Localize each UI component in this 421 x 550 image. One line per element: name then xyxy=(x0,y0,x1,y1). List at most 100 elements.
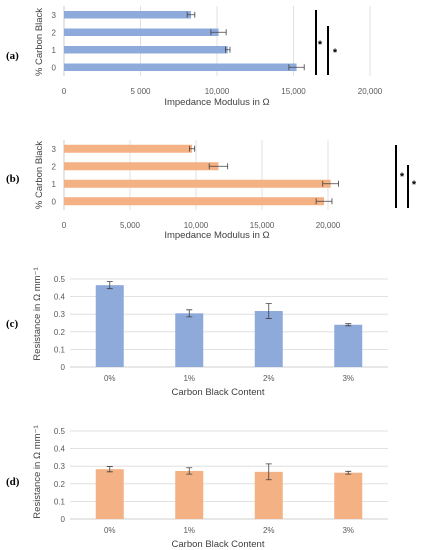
error-bar-b-0 xyxy=(315,198,333,205)
panel-label-d: (d) xyxy=(6,476,20,488)
x-tick-a-2: 10,000 xyxy=(205,87,230,96)
y-tick-b-0: 0 xyxy=(52,197,57,206)
panel-a: (a) % Carbon Black Impedance Modulus in … xyxy=(6,6,383,108)
y-tick-b-3: 3 xyxy=(52,145,57,154)
y-tick-a-3: 3 xyxy=(52,11,57,20)
y-ticks-b: 0 1 2 3 xyxy=(52,145,57,207)
x-tick-a-1: 5 000 xyxy=(130,87,151,96)
bars-b xyxy=(64,144,339,206)
error-bar-b-1 xyxy=(322,180,339,187)
x-tick-b-1: 5,000 xyxy=(120,221,141,230)
error-bar-a-1 xyxy=(225,46,231,53)
bar-b-2 xyxy=(64,162,219,171)
bar-b-3 xyxy=(64,144,193,153)
x-tick-c-0: 0% xyxy=(104,374,116,383)
bar-a-1 xyxy=(64,46,228,54)
x-axis-title-a: Impedance Modulus in Ω xyxy=(164,97,269,108)
bars-c xyxy=(95,281,363,367)
error-bar-c-1 xyxy=(186,309,193,318)
x-tick-b-3: 15,000 xyxy=(250,221,275,230)
error-bar-b-3 xyxy=(189,145,196,152)
x-tick-b-2: 10,000 xyxy=(184,221,209,230)
x-tick-c-1: 1% xyxy=(183,374,195,383)
error-bar-a-3 xyxy=(186,11,196,18)
panel-c: (c) Resistance in Ω mm⁻¹ Carbon Black Co… xyxy=(6,267,388,398)
x-ticks-c: 0% 1% 2% 3% xyxy=(104,374,354,383)
x-tick-a-3: 15,000 xyxy=(281,87,306,96)
panel-label-b: (b) xyxy=(6,173,20,185)
y-tick-d-1: 0.1 xyxy=(54,497,66,506)
significance-star-b-2: * xyxy=(412,179,417,191)
y-tick-c-1: 0.1 xyxy=(54,345,66,354)
panel-label-a: (a) xyxy=(6,50,19,62)
y-axis-title-b: % Carbon Black xyxy=(34,141,45,209)
bar-d-0 xyxy=(95,469,124,519)
y-tick-d-3: 0.3 xyxy=(54,462,66,471)
panel-label-c: (c) xyxy=(6,318,19,330)
y-tick-c-0: 0 xyxy=(61,363,66,372)
bar-c-0 xyxy=(95,285,124,367)
x-tick-d-0: 0% xyxy=(104,526,116,535)
x-tick-c-2: 2% xyxy=(263,374,275,383)
y-tick-b-2: 2 xyxy=(52,162,57,171)
x-tick-b-0: 0 xyxy=(62,221,67,230)
bar-a-0 xyxy=(64,63,297,71)
y-tick-c-4: 0.4 xyxy=(54,293,66,302)
y-tick-a-2: 2 xyxy=(52,28,57,37)
x-axis-title-c: Carbon Black Content xyxy=(172,387,265,398)
bars-d xyxy=(95,463,363,519)
y-ticks-c: 0 0.1 0.2 0.3 0.4 0.5 xyxy=(54,275,66,372)
x-tick-d-3: 3% xyxy=(342,526,354,535)
significance-star-a-1: * xyxy=(318,39,323,51)
y-tick-d-2: 0.2 xyxy=(54,480,66,489)
y-tick-d-5: 0.5 xyxy=(54,427,66,436)
error-bar-c-2 xyxy=(265,303,272,319)
panel-b: (b) % Carbon Black Impedance Modulus in … xyxy=(6,140,417,241)
y-tick-c-3: 0.3 xyxy=(54,310,66,319)
significance-star-b-1: * xyxy=(400,171,405,183)
bar-b-1 xyxy=(64,179,331,188)
x-axis-title-b: Impedance Modulus in Ω xyxy=(164,230,269,241)
bar-c-2 xyxy=(254,311,283,367)
error-bar-d-1 xyxy=(186,467,193,475)
error-bar-d-3 xyxy=(345,470,352,475)
x-tick-a-0: 0 xyxy=(62,87,67,96)
x-tick-c-3: 3% xyxy=(342,374,354,383)
y-tick-a-0: 0 xyxy=(52,63,57,72)
x-axis-title-d: Carbon Black Content xyxy=(172,539,265,550)
x-ticks-a: 0 5 000 10,000 15,000 20,000 xyxy=(62,87,383,96)
bar-d-1 xyxy=(175,470,204,519)
bar-c-1 xyxy=(175,313,204,367)
y-tick-c-5: 0.5 xyxy=(54,275,66,284)
error-bar-c-0 xyxy=(106,281,113,290)
y-axis-title-c: Resistance in Ω mm⁻¹ xyxy=(32,267,43,360)
bar-a-3 xyxy=(64,11,191,19)
bars-a xyxy=(64,11,305,71)
error-bar-b-2 xyxy=(208,163,229,170)
error-bar-c-3 xyxy=(345,323,352,327)
x-tick-d-2: 2% xyxy=(263,526,275,535)
y-tick-c-2: 0.2 xyxy=(54,328,66,337)
x-tick-a-4: 20,000 xyxy=(358,87,383,96)
y-axis-title-d: Resistance in Ω mm⁻¹ xyxy=(32,425,43,518)
y-tick-d-0: 0 xyxy=(61,515,66,524)
y-axis-title-a: % Carbon Black xyxy=(34,8,45,76)
y-ticks-a: 0 1 2 3 xyxy=(52,11,57,73)
x-ticks-b: 0 5,000 10,000 15,000 20,000 xyxy=(62,221,341,230)
bar-b-0 xyxy=(64,197,325,206)
significance-star-a-2: * xyxy=(333,47,338,59)
x-tick-b-4: 20,000 xyxy=(316,221,341,230)
error-bar-d-2 xyxy=(265,463,272,481)
y-tick-b-1: 1 xyxy=(52,180,57,189)
y-ticks-d: 0 0.1 0.2 0.3 0.4 0.5 xyxy=(54,427,66,524)
error-bar-a-0 xyxy=(288,64,305,71)
bar-c-3 xyxy=(334,324,363,367)
panel-d: (d) Resistance in Ω mm⁻¹ Carbon Black Co… xyxy=(6,425,388,550)
y-tick-a-1: 1 xyxy=(52,46,57,55)
y-tick-d-4: 0.4 xyxy=(54,445,66,454)
error-bar-a-2 xyxy=(210,29,227,36)
x-tick-d-1: 1% xyxy=(183,526,195,535)
bar-a-2 xyxy=(64,28,219,36)
x-ticks-d: 0% 1% 2% 3% xyxy=(104,526,354,535)
